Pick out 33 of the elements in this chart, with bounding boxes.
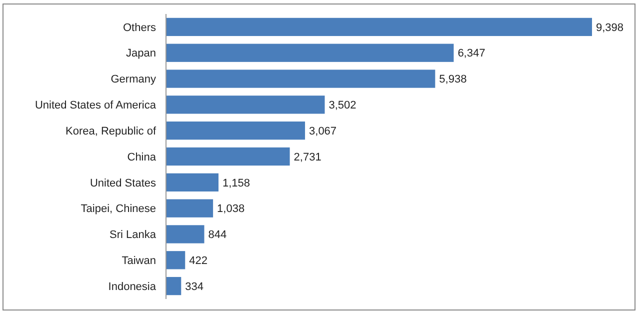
data-label: 5,938 xyxy=(439,74,467,86)
y-tick-label: United States of America xyxy=(34,100,157,112)
bar xyxy=(166,96,325,114)
data-label: 3,067 xyxy=(309,125,337,138)
bar xyxy=(166,225,204,244)
data-label: 422 xyxy=(189,254,208,267)
data-label: 1,038 xyxy=(217,203,245,216)
bar xyxy=(166,199,214,218)
bar xyxy=(166,44,454,62)
bar xyxy=(166,122,306,140)
data-label: 1,158 xyxy=(222,177,250,190)
y-tick-label: Others xyxy=(122,22,156,34)
y-tick-label: Sri Lanka xyxy=(110,229,157,242)
data-label: 6,347 xyxy=(458,48,486,60)
bar xyxy=(166,251,186,270)
y-tick-label: Japan xyxy=(126,48,156,60)
y-tick-label: Taipei, Chinese xyxy=(80,203,156,216)
y-tick-label: Germany xyxy=(110,74,156,86)
bar xyxy=(166,173,218,192)
y-tick-label: Taiwan xyxy=(122,254,156,267)
data-label: 334 xyxy=(185,280,204,293)
bar xyxy=(166,276,182,296)
bar xyxy=(166,147,290,166)
bar xyxy=(166,18,592,36)
data-label: 3,502 xyxy=(328,100,356,112)
y-tick-label: United States xyxy=(90,177,156,190)
y-tick-label: China xyxy=(127,151,157,164)
y-tick-label: Korea, Republic of xyxy=(66,125,157,138)
y-tick-label: Indonesia xyxy=(108,280,157,293)
data-label: 9,398 xyxy=(596,22,624,34)
bar xyxy=(166,70,436,88)
data-label: 2,731 xyxy=(294,151,322,164)
data-label: 844 xyxy=(208,229,227,242)
